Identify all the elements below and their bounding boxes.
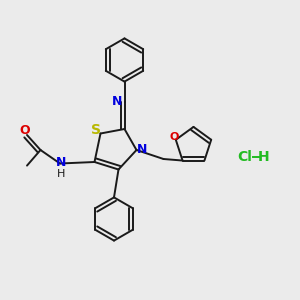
Text: N: N	[112, 94, 122, 108]
Text: H: H	[57, 169, 65, 179]
Text: N: N	[137, 143, 147, 156]
Text: O: O	[169, 132, 179, 142]
Text: O: O	[19, 124, 30, 137]
Text: S: S	[91, 124, 101, 137]
Text: Cl: Cl	[237, 150, 252, 164]
Text: N: N	[56, 156, 66, 169]
Text: H: H	[258, 150, 269, 164]
